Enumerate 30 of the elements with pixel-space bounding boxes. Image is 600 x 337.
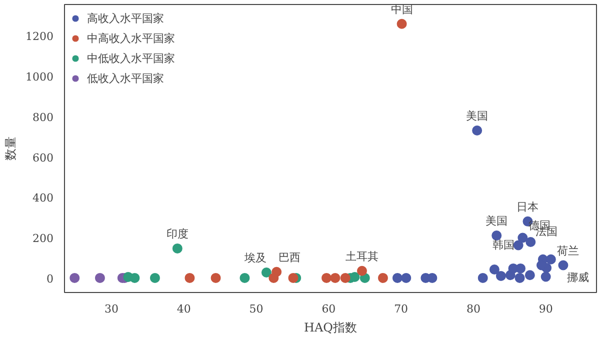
y-tick-label: 600 (32, 151, 54, 164)
y-tick-label: 1000 (26, 70, 54, 84)
legend-label: 中高收入水平国家 (87, 30, 175, 46)
annotation: 土耳其 (345, 250, 378, 263)
x-tick-label: 70 (394, 302, 408, 316)
annotation: 挪威 (567, 271, 590, 284)
annotation: 荷兰 (556, 244, 579, 258)
annotation: 巴西 (278, 250, 301, 264)
y-tick-label: 1200 (26, 30, 54, 44)
y-axis-title: 数量 (4, 136, 18, 160)
annotation: 美国 (486, 214, 508, 228)
y-tick-label: 400 (32, 192, 54, 205)
legend-label: 中低收入水平国家 (87, 50, 175, 66)
legend-label: 低收入水平国家 (87, 70, 164, 86)
annotation: 日本 (516, 200, 539, 214)
x-tick-label: 50 (249, 302, 264, 316)
x-tick-label: 80 (466, 302, 480, 316)
y-tick-label: 0 (46, 272, 54, 286)
x-tick-label: 30 (104, 302, 119, 316)
annotation: 印度 (166, 227, 188, 240)
y-tick-label: 200 (32, 232, 54, 246)
annotation: 韩国 (492, 238, 514, 252)
annotation: 埃及 (243, 252, 266, 265)
x-tick-label: 90 (538, 302, 553, 316)
x-axis-title: HAQ指数 (304, 320, 357, 334)
x-tick-label: 60 (322, 302, 336, 316)
legend-label: 高收入水平国家 (87, 10, 164, 26)
x-tick-label: 40 (176, 302, 191, 316)
annotation: 美国 (466, 110, 488, 123)
y-tick-label: 800 (32, 110, 54, 124)
